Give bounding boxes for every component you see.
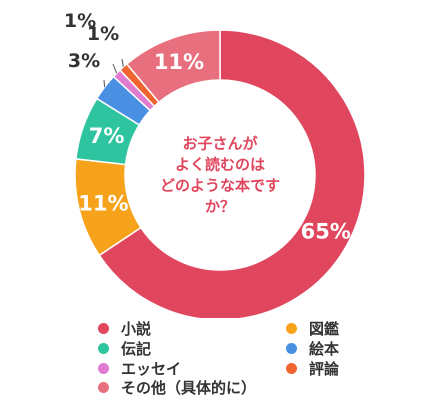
legend-swatch [98,342,109,354]
leader-line-4 [112,63,118,74]
chart-title-line-3: か？ [205,198,235,216]
leader-line-5 [121,58,124,68]
legend-label: その他（具体的に） [121,378,257,397]
legend: 小説 伝記 エッセイ その他（具体的に） 図鑑 絵本 評論 [0,318,423,400]
slice-value-label-5: 1% [87,23,119,45]
legend-item: その他（具体的に） [98,377,256,397]
legend-label: 伝記 [121,339,152,358]
legend-label: 評論 [309,359,340,378]
legend-item: 伝記 [98,338,151,358]
slice-value-label-4: 1% [64,10,96,32]
legend-label: 図鑑 [309,319,340,338]
legend-swatch [98,322,109,334]
slice-value-label-2: 7% [89,124,125,148]
slice-value-label-1: 11% [78,191,128,215]
legend-swatch [286,362,297,374]
legend-label: 絵本 [309,339,340,358]
chart-title-line-0: お子さんが [182,135,258,153]
legend-label: エッセイ [121,359,182,378]
legend-item: 図鑑 [286,318,339,338]
slice-labels: 65% 11% 7% 3% 1%1% 11% [64,10,351,244]
slice-value-label-6: 11% [154,50,204,74]
legend-item: エッセイ [98,358,181,378]
legend-item: 小説 [98,318,151,338]
chart-title-line-1: よく読むのは [175,156,265,174]
legend-swatch [286,322,297,334]
legend-swatch [98,362,109,374]
slice-value-label-0: 65% [301,220,351,244]
legend-item: 評論 [286,358,339,378]
donut-slice-6 [125,29,221,104]
donut-slice-0 [98,29,366,318]
chart-title-line-2: どのような本です [160,177,280,195]
legend-label: 小説 [121,319,152,338]
legend-item: 絵本 [286,338,339,358]
legend-swatch [286,342,297,354]
donut-slices [74,29,366,318]
slice-value-label-3: 3% [68,50,100,72]
legend-swatch [98,381,109,393]
leader-lines [103,58,124,88]
leader-line-3 [103,79,106,88]
